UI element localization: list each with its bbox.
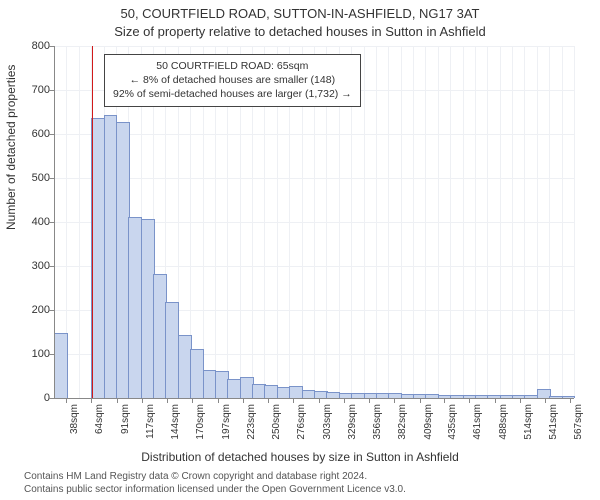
x-tick-mark [420, 398, 421, 403]
y-tick-label: 700 [4, 84, 50, 96]
y-tick-label: 200 [4, 304, 50, 316]
gridline-v [450, 46, 451, 398]
gridline-v [376, 46, 377, 398]
histogram-bar [54, 333, 68, 398]
x-tick-label: 250sqm [271, 404, 282, 440]
x-tick-label: 170sqm [195, 404, 206, 440]
gridline-v [475, 46, 476, 398]
x-tick-mark [66, 398, 67, 403]
gridline-v [413, 46, 414, 398]
gridline-v [425, 46, 426, 398]
x-tick-label: 223sqm [246, 404, 257, 440]
x-tick-mark [319, 398, 320, 403]
y-tick-mark [49, 310, 54, 311]
x-axis-line [54, 398, 574, 399]
gridline-v [487, 46, 488, 398]
x-tick-mark [293, 398, 294, 403]
y-tick-mark [49, 222, 54, 223]
x-tick-mark [192, 398, 193, 403]
x-tick-label: 329sqm [347, 404, 358, 440]
chart-address-title: 50, COURTFIELD ROAD, SUTTON-IN-ASHFIELD,… [0, 6, 600, 21]
gridline-v [388, 46, 389, 398]
y-tick-label: 0 [4, 392, 50, 404]
x-tick-mark [268, 398, 269, 403]
x-tick-mark [218, 398, 219, 403]
x-tick-mark [369, 398, 370, 403]
attribution-footer: Contains HM Land Registry data © Crown c… [24, 471, 406, 496]
gridline-v [364, 46, 365, 398]
x-tick-label: 303sqm [322, 404, 333, 440]
x-tick-mark [545, 398, 546, 403]
y-tick-mark [49, 354, 54, 355]
y-tick-mark [49, 178, 54, 179]
x-tick-mark [469, 398, 470, 403]
gridline-v [500, 46, 501, 398]
x-tick-mark [570, 398, 571, 403]
subject-property-marker [92, 46, 93, 398]
info-box-line: 92% of semi-detached houses are larger (… [113, 87, 352, 101]
x-tick-label: 38sqm [69, 404, 80, 434]
y-axis-line [54, 46, 55, 398]
x-tick-mark [495, 398, 496, 403]
y-tick-label: 300 [4, 260, 50, 272]
chart-subtitle: Size of property relative to detached ho… [0, 24, 600, 39]
gridline-v [562, 46, 563, 398]
x-tick-mark [243, 398, 244, 403]
footer-line-1: Contains HM Land Registry data © Crown c… [24, 471, 406, 484]
gridline-v [463, 46, 464, 398]
subject-info-box: 50 COURTFIELD ROAD: 65sqm← 8% of detache… [104, 54, 361, 107]
x-tick-label: 144sqm [170, 404, 181, 440]
x-tick-label: 541sqm [548, 404, 559, 440]
x-tick-label: 197sqm [221, 404, 232, 440]
gridline-v [574, 46, 575, 398]
x-tick-mark [117, 398, 118, 403]
x-tick-mark [444, 398, 445, 403]
x-tick-label: 567sqm [573, 404, 584, 440]
y-tick-mark [49, 398, 54, 399]
x-tick-label: 91sqm [120, 404, 131, 434]
x-axis-label: Distribution of detached houses by size … [0, 450, 600, 464]
y-tick-mark [49, 46, 54, 47]
x-tick-mark [142, 398, 143, 403]
gridline-v [79, 46, 80, 398]
y-tick-label: 800 [4, 40, 50, 52]
gridline-v [524, 46, 525, 398]
gridline-v [549, 46, 550, 398]
y-tick-label: 100 [4, 348, 50, 360]
gridline-v [512, 46, 513, 398]
x-tick-label: 356sqm [372, 404, 383, 440]
x-tick-label: 461sqm [472, 404, 483, 440]
x-tick-label: 276sqm [296, 404, 307, 440]
gridline-v [401, 46, 402, 398]
y-tick-mark [49, 134, 54, 135]
y-tick-label: 400 [4, 216, 50, 228]
x-tick-mark [394, 398, 395, 403]
x-tick-label: 514sqm [523, 404, 534, 440]
y-tick-mark [49, 90, 54, 91]
y-tick-label: 600 [4, 128, 50, 140]
footer-line-2: Contains public sector information licen… [24, 484, 406, 497]
info-box-line: 50 COURTFIELD ROAD: 65sqm [113, 59, 352, 73]
x-tick-label: 488sqm [498, 404, 509, 440]
x-tick-label: 64sqm [94, 404, 105, 434]
x-tick-mark [344, 398, 345, 403]
x-tick-label: 117sqm [145, 404, 156, 439]
gridline-v [438, 46, 439, 398]
y-tick-mark [49, 266, 54, 267]
x-tick-mark [520, 398, 521, 403]
info-box-line: ← 8% of detached houses are smaller (148… [113, 73, 352, 87]
x-tick-label: 435sqm [447, 404, 458, 440]
gridline-v [537, 46, 538, 398]
x-tick-label: 382sqm [397, 404, 408, 440]
x-tick-mark [167, 398, 168, 403]
x-tick-mark [91, 398, 92, 403]
y-tick-label: 500 [4, 172, 50, 184]
x-tick-label: 409sqm [423, 404, 434, 440]
